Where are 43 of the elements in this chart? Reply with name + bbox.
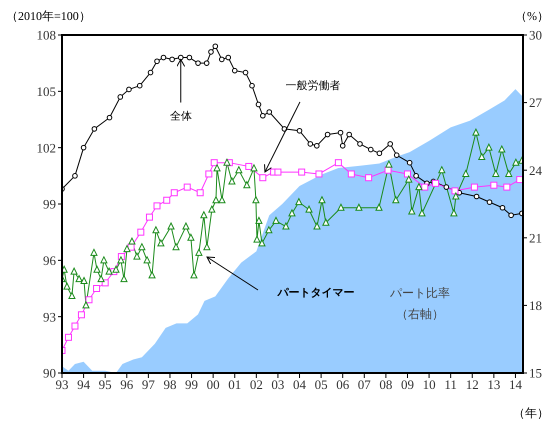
y-tick-label: 108 — [36, 28, 56, 43]
x-tick-label: 04 — [293, 377, 307, 392]
x-tick-label: 06 — [336, 377, 350, 392]
x-tick-label: 02 — [250, 377, 263, 392]
y-tick-label: 93 — [43, 309, 56, 324]
x-tick-label: 00 — [206, 377, 220, 392]
x-tick-label: 94 — [77, 377, 91, 392]
y2-tick-label: 21 — [529, 230, 542, 246]
x-tick-label: 93 — [56, 377, 68, 392]
y2-tick-label: 15 — [529, 366, 542, 381]
y-tick-label: 96 — [43, 252, 56, 268]
annotation: （右軸） — [396, 307, 444, 321]
x-tick-label: 08 — [379, 377, 392, 392]
x-tick-label: 01 — [228, 377, 242, 392]
x-tick-label: 05 — [314, 377, 328, 392]
y-tick-label: 102 — [36, 140, 56, 156]
x-tick-label: 10 — [422, 377, 436, 392]
x-tick-label: 11 — [444, 377, 457, 392]
x-tick-label: 96 — [120, 377, 134, 392]
x-tick-label: 13 — [487, 377, 500, 392]
annotation: パートタイマー — [276, 286, 354, 299]
y-tick-label: 105 — [36, 84, 56, 99]
y-tick-label: 99 — [43, 196, 56, 212]
y-axis-title: （2010年=100） — [6, 9, 91, 23]
x-tick-label: 99 — [185, 377, 198, 392]
x-tick-label: 14 — [508, 377, 522, 392]
annotation: 全体 — [170, 110, 192, 123]
x-tick-label: 95 — [98, 377, 112, 392]
annotation: 一般労働者 — [285, 78, 340, 92]
x-tick-label: 12 — [466, 377, 479, 392]
annotation: パート比率 — [389, 286, 450, 300]
y2-tick-label: 27 — [529, 95, 542, 110]
x-axis-title: （年） — [513, 406, 549, 420]
y2-tick-label: 24 — [529, 162, 542, 178]
x-tick-label: 97 — [142, 377, 156, 392]
x-tick-label: 09 — [400, 377, 414, 392]
x-tick-label: 07 — [358, 377, 372, 392]
y2-tick-label: 18 — [529, 298, 542, 314]
y2-tick-label: 30 — [529, 28, 542, 43]
y-tick-label: 90 — [43, 366, 56, 381]
x-tick-label: 03 — [271, 377, 284, 392]
x-tick-label: 98 — [163, 377, 176, 392]
y2-axis-title: （%） — [515, 9, 549, 23]
